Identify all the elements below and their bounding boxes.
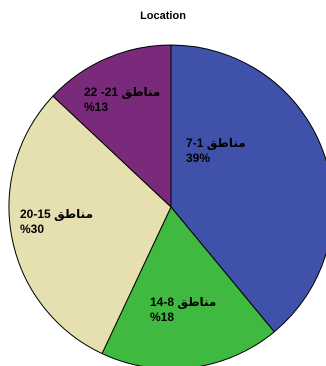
slice-percent-label-3: %30	[20, 222, 44, 236]
pie-slice-2	[101, 206, 275, 366]
slice-percent-label-4: %13	[84, 100, 108, 114]
slice-name-label-1: مناطق 1-7	[186, 136, 246, 150]
pie-slice-4	[52, 44, 172, 209]
slice-name-label-3: مناطق 15-20	[20, 207, 93, 221]
slice-percent-label-1: 39%	[186, 151, 210, 165]
slice-percent-label-2: %18	[150, 310, 174, 324]
pie-slice-1	[170, 44, 326, 333]
slice-name-label-4: مناطق 21- 22	[84, 85, 160, 99]
slice-name-label-2: مناطق 8-14	[150, 295, 216, 309]
pie-slice-3	[8, 95, 172, 355]
chart-title: Location	[140, 10, 186, 22]
